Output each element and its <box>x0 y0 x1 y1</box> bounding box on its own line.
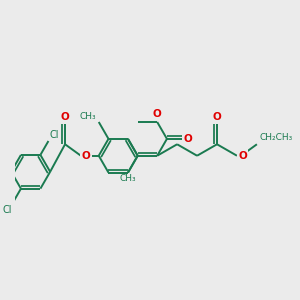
Text: O: O <box>213 112 221 122</box>
Text: CH₃: CH₃ <box>80 112 97 121</box>
Text: O: O <box>183 134 192 144</box>
Text: O: O <box>153 109 162 118</box>
Text: O: O <box>238 151 247 161</box>
Text: CH₂CH₃: CH₂CH₃ <box>259 133 292 142</box>
Text: O: O <box>82 151 91 161</box>
Text: Cl: Cl <box>2 205 12 215</box>
Text: Cl: Cl <box>50 130 59 140</box>
Text: CH₃: CH₃ <box>120 174 136 183</box>
Text: O: O <box>61 112 69 122</box>
